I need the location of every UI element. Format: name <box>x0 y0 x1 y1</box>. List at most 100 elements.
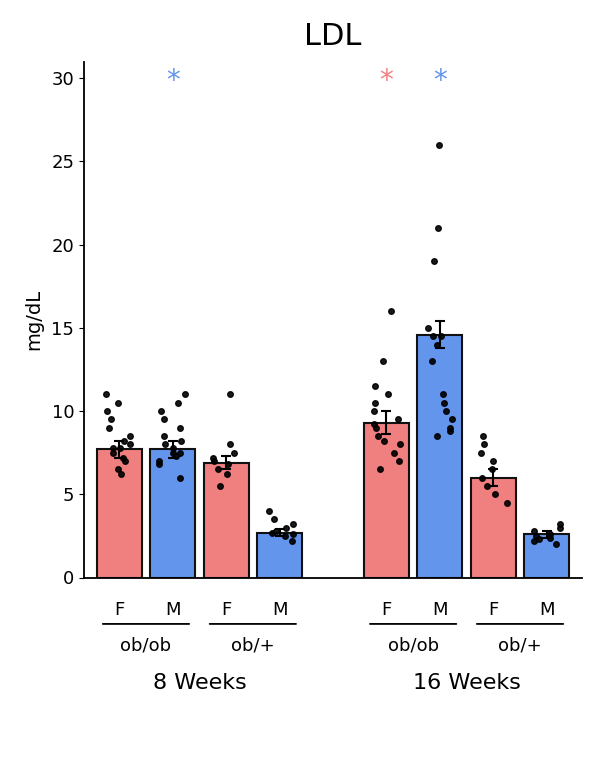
Point <box>209 451 218 464</box>
Point <box>125 430 135 442</box>
Point <box>213 464 223 476</box>
Point <box>379 355 388 367</box>
Bar <box>203 463 248 578</box>
Point <box>502 497 512 509</box>
Point <box>477 471 487 484</box>
Point <box>109 447 118 459</box>
Point <box>175 471 185 484</box>
Point <box>175 421 185 434</box>
Bar <box>471 477 516 578</box>
Text: M: M <box>432 601 448 619</box>
Point <box>159 413 169 426</box>
Point <box>374 430 383 442</box>
Text: M: M <box>165 601 181 619</box>
Point <box>438 388 448 400</box>
Point <box>534 533 544 545</box>
Text: *: * <box>380 67 394 95</box>
Text: ob/+: ob/+ <box>498 637 542 654</box>
Point <box>287 534 297 547</box>
Point <box>531 530 541 542</box>
Point <box>223 458 233 470</box>
Point <box>155 455 164 467</box>
Point <box>113 464 123 476</box>
Point <box>441 405 451 417</box>
Point <box>289 528 298 541</box>
Point <box>555 521 565 534</box>
Point <box>109 441 118 454</box>
Point <box>370 397 379 409</box>
Point <box>113 397 122 409</box>
Point <box>394 455 404 467</box>
Point <box>478 430 487 442</box>
Point <box>545 528 555 541</box>
Text: ob/+: ob/+ <box>231 637 275 654</box>
Point <box>271 524 281 537</box>
Point <box>289 518 298 531</box>
Point <box>157 405 166 417</box>
Point <box>280 530 290 542</box>
Point <box>380 435 389 447</box>
Title: LDL: LDL <box>304 22 362 51</box>
Point <box>160 438 170 450</box>
Point <box>101 388 111 400</box>
Bar <box>257 533 302 578</box>
Point <box>393 413 403 426</box>
Point <box>488 455 497 467</box>
Text: ob/ob: ob/ob <box>388 637 439 654</box>
Point <box>395 438 405 450</box>
Point <box>176 435 186 447</box>
Text: ob/ob: ob/ob <box>121 637 172 654</box>
Point <box>154 458 164 470</box>
Text: 8 Weeks: 8 Weeks <box>152 673 246 693</box>
Point <box>427 355 436 367</box>
Point <box>175 447 184 459</box>
Bar <box>97 450 142 578</box>
Point <box>115 441 124 454</box>
Point <box>434 139 444 151</box>
Text: F: F <box>221 601 231 619</box>
Point <box>160 430 169 442</box>
Bar <box>524 534 569 578</box>
Point <box>389 447 399 459</box>
Point <box>173 397 182 409</box>
Point <box>222 468 232 480</box>
Text: F: F <box>382 601 392 619</box>
Point <box>423 322 433 334</box>
Point <box>119 435 129 447</box>
Point <box>479 438 489 450</box>
Point <box>386 305 396 317</box>
Point <box>433 222 443 234</box>
Point <box>376 464 385 476</box>
Bar <box>418 334 463 578</box>
Point <box>168 447 178 459</box>
Text: 16 Weeks: 16 Weeks <box>413 673 521 693</box>
Point <box>168 441 178 454</box>
Point <box>551 538 560 551</box>
Point <box>530 524 539 537</box>
Text: M: M <box>272 601 287 619</box>
Point <box>281 521 291 534</box>
Point <box>209 455 219 467</box>
Point <box>265 505 274 517</box>
Point <box>383 388 392 400</box>
Point <box>104 421 113 434</box>
Text: *: * <box>433 67 447 95</box>
Point <box>370 405 379 417</box>
Text: M: M <box>539 601 554 619</box>
Point <box>490 488 499 500</box>
Point <box>369 418 379 430</box>
Point <box>429 255 439 267</box>
Point <box>225 388 235 400</box>
Point <box>172 450 181 462</box>
Text: F: F <box>488 601 499 619</box>
Point <box>487 464 497 476</box>
Point <box>269 513 279 525</box>
Point <box>181 388 190 400</box>
Point <box>229 447 239 459</box>
Point <box>529 534 538 547</box>
Point <box>432 338 442 350</box>
Point <box>545 531 555 544</box>
Point <box>432 430 442 442</box>
Point <box>119 451 128 464</box>
Point <box>439 397 448 409</box>
